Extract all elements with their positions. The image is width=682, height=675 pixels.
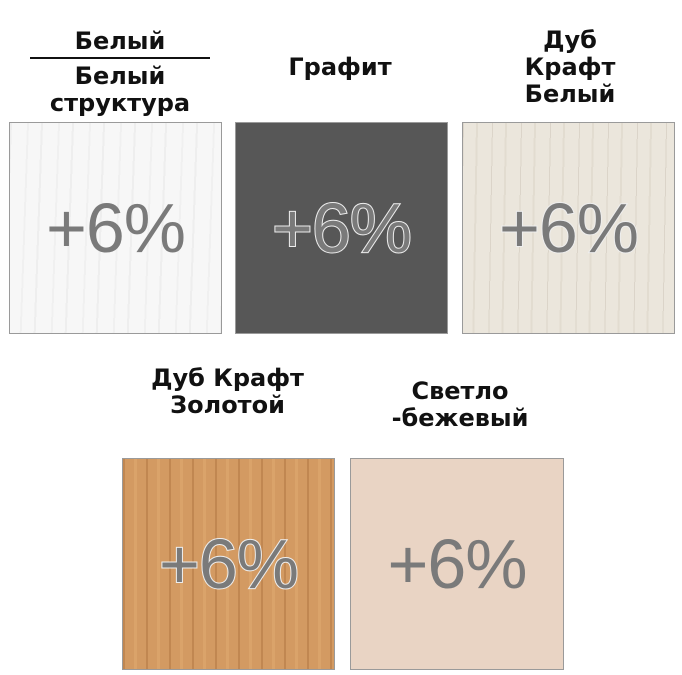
swatch-graphite[interactable]: +6% <box>235 122 448 334</box>
label-divider <box>30 57 210 59</box>
swatch-craft-gold[interactable]: +6% <box>122 458 335 670</box>
label-white-structure: Белый структура <box>49 62 191 117</box>
swatch-craft-white[interactable]: +6% <box>462 122 675 334</box>
swatch-white[interactable]: +6% <box>9 122 222 334</box>
price-badge: +6% <box>271 188 413 268</box>
price-badge: +6% <box>45 189 186 267</box>
label-white: Белый <box>74 27 166 55</box>
price-badge: +6% <box>158 524 300 604</box>
label-craft-gold: Дуб Крафт Золотой <box>151 364 304 419</box>
swatch-light-beige[interactable]: +6% <box>350 458 564 670</box>
price-badge: +6% <box>498 188 640 268</box>
label-graphite: Графит <box>288 53 392 81</box>
label-light-beige: Светло -бежевый <box>391 377 529 432</box>
label-craft-white: Дуб Крафт Белый <box>524 26 616 108</box>
price-badge: +6% <box>387 525 527 603</box>
